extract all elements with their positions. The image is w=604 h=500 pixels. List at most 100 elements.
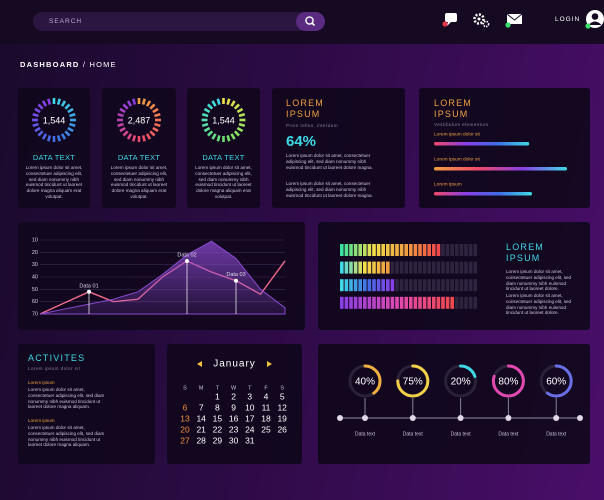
gauge-arc: [491, 364, 525, 398]
search-button[interactable]: [296, 12, 325, 31]
day[interactable]: 14: [196, 413, 206, 423]
gauge-caption: Data text: [403, 431, 424, 437]
timeline-dot: [362, 415, 368, 421]
day[interactable]: 28: [196, 435, 206, 445]
day[interactable]: 10: [245, 402, 255, 412]
ring-segment: [117, 113, 124, 118]
level-segment: [340, 244, 344, 256]
day[interactable]: 4: [264, 391, 269, 401]
ring-segment: [56, 135, 61, 142]
ring-segment: [233, 130, 240, 137]
ring-segment: [230, 100, 236, 107]
level-segment: [459, 296, 464, 309]
ring-segment: [152, 126, 159, 133]
level-segment: [353, 244, 358, 256]
mail-icon[interactable]: [505, 13, 523, 28]
level-segment: [413, 279, 418, 292]
avatar-status: [585, 23, 591, 29]
settings-icon[interactable]: [473, 13, 490, 28]
breadcrumb-page: HOME: [89, 60, 117, 69]
day[interactable]: 16: [229, 413, 239, 423]
day[interactable]: 5: [280, 391, 285, 401]
day[interactable]: 23: [229, 424, 239, 434]
level-segment: [473, 279, 477, 292]
day[interactable]: 6: [183, 402, 188, 412]
day[interactable]: 1: [215, 391, 220, 401]
level-segment: [358, 261, 362, 274]
day[interactable]: 20: [180, 424, 190, 434]
level-segment: [390, 279, 395, 292]
day[interactable]: 15: [213, 413, 223, 423]
avatar[interactable]: [584, 8, 604, 34]
card-subtitle: Proin tellus, interdum: [286, 123, 338, 128]
day[interactable]: 12: [277, 402, 287, 412]
level-segment: [413, 261, 418, 274]
ring-chart: 1,544: [32, 98, 76, 142]
level-segment: [367, 261, 372, 274]
next-month[interactable]: [267, 361, 272, 367]
prev-month[interactable]: [197, 361, 202, 367]
level-segment: [409, 279, 413, 292]
day[interactable]: 24: [245, 424, 255, 434]
level-segment: [441, 296, 445, 309]
level-segment: [464, 279, 468, 292]
day[interactable]: 31: [245, 435, 255, 445]
ring-segment: [149, 103, 156, 110]
level-bar: [340, 296, 477, 309]
stat-text: Lorem ipsum dolor sit amet, consectetuer…: [25, 165, 83, 199]
gauge-arc: [348, 364, 382, 398]
day[interactable]: 29: [213, 435, 223, 445]
gauge-label: 75%: [403, 377, 423, 388]
level-segment: [432, 296, 436, 309]
ring-segment: [239, 118, 246, 122]
level-segment: [427, 244, 431, 256]
day[interactable]: 27: [180, 435, 190, 445]
level-segment: [445, 261, 450, 274]
ring-segment: [145, 100, 152, 107]
ring-segment: [47, 135, 52, 142]
chat-icon[interactable]: [442, 13, 457, 27]
day[interactable]: 19: [277, 413, 287, 423]
level-segment: [404, 244, 408, 256]
stat-label: DATA TEXT: [117, 153, 161, 162]
level-segment: [367, 279, 372, 292]
day[interactable]: 30: [229, 435, 239, 445]
login-link[interactable]: LOGIN: [555, 16, 581, 23]
ring-segment: [117, 122, 124, 127]
day[interactable]: 8: [215, 402, 220, 412]
day[interactable]: 11: [262, 402, 271, 412]
activity-text: Lorem ipsum dolor sit amet, consectetuer…: [28, 387, 105, 410]
level-segment: [450, 279, 454, 292]
card-subtitle: Vestibulum elementum: [434, 122, 489, 127]
day[interactable]: 17: [245, 413, 255, 423]
weekday: S: [280, 385, 284, 391]
ring-segment: [207, 130, 214, 137]
ring-segment: [203, 107, 211, 114]
stat-card: 1,544 DATA TEXT Lorem ipsum dolor sit amet…: [187, 88, 260, 208]
weekday: S: [183, 385, 187, 391]
card-subtitle: Lorem ipsum dolor sit: [28, 366, 81, 371]
day[interactable]: 21: [196, 424, 206, 434]
day[interactable]: 9: [231, 402, 236, 412]
breadcrumb-section[interactable]: DASHBOARD: [20, 60, 80, 69]
day[interactable]: 18: [261, 413, 271, 423]
activities-card: ACTIVITES Lorem ipsum dolor sit Lorem ipsu…: [18, 344, 155, 464]
ring-segment: [145, 133, 152, 140]
card-text: Lorem ipsum dolor sit amet, consectetuer…: [286, 153, 373, 170]
weekday: W: [231, 385, 237, 391]
search-box[interactable]: SEARCH: [33, 12, 325, 31]
day[interactable]: 22: [213, 424, 223, 434]
day[interactable]: 7: [199, 402, 204, 412]
day[interactable]: 26: [277, 424, 287, 434]
stat-card: 1,544 DATA TEXT Lorem ipsum dolor sit amet…: [18, 88, 90, 208]
day[interactable]: 13: [180, 413, 190, 423]
day[interactable]: 3: [247, 391, 252, 401]
ring-segment: [47, 98, 52, 105]
day[interactable]: 25: [261, 424, 271, 434]
card-text: Lorem ipsum dolor sit amet, consectetuer…: [286, 181, 373, 198]
ring-segment: [32, 118, 38, 122]
ring-segment: [37, 103, 44, 110]
day[interactable]: 2: [231, 391, 236, 401]
level-segment: [409, 296, 413, 309]
avatar-body: [588, 21, 602, 25]
